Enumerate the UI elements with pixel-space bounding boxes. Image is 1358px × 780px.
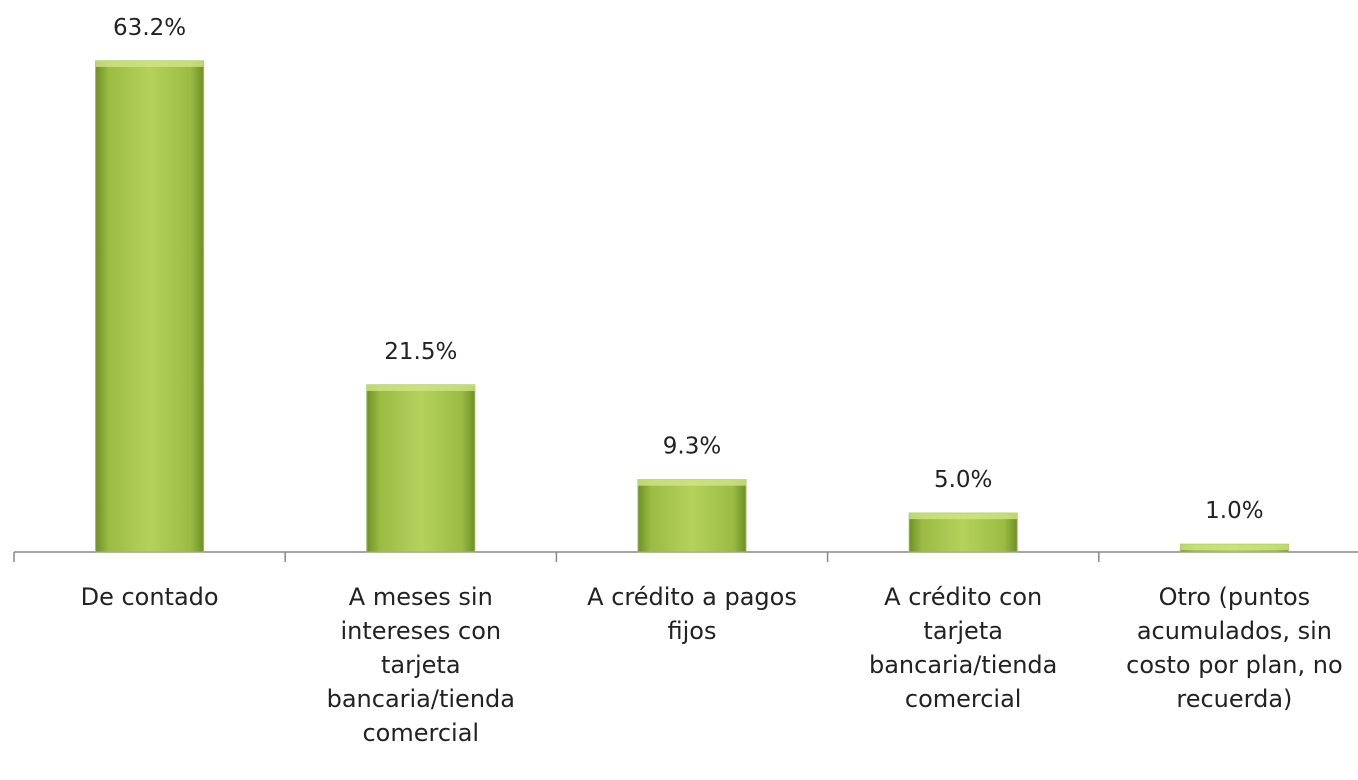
bar-bevel [1180, 544, 1289, 551]
bar [95, 60, 205, 553]
bar-bevel [638, 479, 746, 486]
x-tick-label: De contado [80, 583, 219, 611]
bar [908, 512, 1018, 553]
bar [637, 479, 747, 553]
bar-bevel [366, 384, 475, 391]
x-tick-label: A meses sin intereses con tarjeta bancar… [326, 583, 515, 747]
bar-bevel [95, 60, 204, 67]
value-label: 1.0% [1205, 498, 1263, 524]
value-label: 9.3% [663, 434, 721, 460]
x-tick-label: Otro (puntos acumulados, sin costo por p… [1126, 583, 1343, 713]
value-label: 63.2% [113, 15, 186, 41]
x-tick-label: A crédito con tarjeta bancaria/tienda co… [868, 583, 1058, 713]
x-tick-label: A crédito a pagos fijos [587, 583, 797, 645]
value-label: 5.0% [934, 467, 992, 493]
bar-bevel [909, 513, 1018, 520]
bar [366, 384, 476, 553]
value-label: 21.5% [384, 339, 457, 365]
